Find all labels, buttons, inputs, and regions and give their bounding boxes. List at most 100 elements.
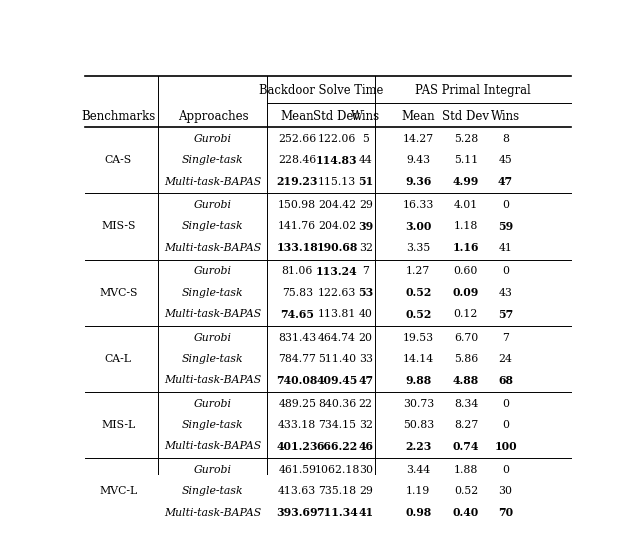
Text: Gurobi: Gurobi: [194, 134, 232, 144]
Text: 464.74: 464.74: [318, 333, 356, 342]
Text: 41: 41: [358, 507, 373, 518]
Text: 47: 47: [358, 375, 373, 386]
Text: 8: 8: [502, 134, 509, 144]
Text: 0: 0: [502, 200, 509, 210]
Text: 44: 44: [359, 155, 372, 166]
Text: 16.33: 16.33: [403, 200, 434, 210]
Text: 122.63: 122.63: [317, 288, 356, 297]
Text: Gurobi: Gurobi: [194, 200, 232, 210]
Text: 113.24: 113.24: [316, 266, 358, 277]
Text: 68: 68: [498, 375, 513, 386]
Text: 6.70: 6.70: [454, 333, 478, 342]
Text: 75.83: 75.83: [282, 288, 313, 297]
Text: Approaches: Approaches: [178, 110, 248, 123]
Text: Mean: Mean: [280, 110, 314, 123]
Text: 831.43: 831.43: [278, 333, 316, 342]
Text: Backdoor Solve Time: Backdoor Solve Time: [259, 84, 383, 97]
Text: 32: 32: [358, 420, 372, 430]
Text: 204.02: 204.02: [318, 222, 356, 232]
Text: Single-task: Single-task: [182, 420, 244, 430]
Text: 2.23: 2.23: [405, 441, 431, 452]
Text: 1.19: 1.19: [406, 486, 430, 496]
Text: 0.09: 0.09: [452, 287, 479, 298]
Text: 29: 29: [359, 200, 372, 210]
Text: 47: 47: [498, 176, 513, 187]
Text: Multi-task-BAPAS: Multi-task-BAPAS: [164, 243, 262, 253]
Text: 0.98: 0.98: [405, 507, 431, 518]
Text: 0.52: 0.52: [405, 287, 431, 298]
Text: 219.23: 219.23: [276, 176, 318, 187]
Text: MIS-S: MIS-S: [101, 222, 136, 232]
Text: Multi-task-BAPAS: Multi-task-BAPAS: [164, 508, 262, 517]
Text: 0: 0: [502, 399, 509, 409]
Text: 14.27: 14.27: [403, 134, 434, 144]
Text: 141.76: 141.76: [278, 222, 316, 232]
Text: 4.88: 4.88: [452, 375, 479, 386]
Text: Multi-task-BAPAS: Multi-task-BAPAS: [164, 309, 262, 319]
Text: 3.35: 3.35: [406, 243, 430, 253]
Text: 20: 20: [358, 333, 372, 342]
Text: 0.74: 0.74: [452, 441, 479, 452]
Text: 0: 0: [502, 420, 509, 430]
Text: Single-task: Single-task: [182, 222, 244, 232]
Text: 81.06: 81.06: [282, 266, 313, 276]
Text: Single-task: Single-task: [182, 486, 244, 496]
Text: 30: 30: [358, 465, 372, 475]
Text: 113.81: 113.81: [317, 309, 356, 319]
Text: 5.11: 5.11: [454, 155, 478, 166]
Text: 8.27: 8.27: [454, 420, 478, 430]
Text: 1.16: 1.16: [452, 242, 479, 253]
Text: 735.18: 735.18: [318, 486, 356, 496]
Text: 740.08: 740.08: [276, 375, 318, 386]
Text: 7: 7: [362, 266, 369, 276]
Text: Std Dev: Std Dev: [442, 110, 490, 123]
Text: Multi-task-BAPAS: Multi-task-BAPAS: [164, 375, 262, 385]
Text: 0.52: 0.52: [454, 486, 478, 496]
Text: 0.40: 0.40: [452, 507, 479, 518]
Text: Gurobi: Gurobi: [194, 465, 232, 475]
Text: 3.44: 3.44: [406, 465, 430, 475]
Text: Gurobi: Gurobi: [194, 333, 232, 342]
Text: Wins: Wins: [351, 110, 380, 123]
Text: MIS-L: MIS-L: [101, 420, 135, 430]
Text: Wins: Wins: [491, 110, 520, 123]
Text: 115.13: 115.13: [318, 177, 356, 187]
Text: 7: 7: [502, 333, 509, 342]
Text: 0.60: 0.60: [454, 266, 478, 276]
Text: 409.45: 409.45: [316, 375, 358, 386]
Text: 51: 51: [358, 176, 373, 187]
Text: 19.53: 19.53: [403, 333, 434, 342]
Text: 0.52: 0.52: [405, 309, 431, 319]
Text: Single-task: Single-task: [182, 288, 244, 297]
Text: Gurobi: Gurobi: [194, 266, 232, 276]
Text: 190.68: 190.68: [316, 242, 358, 253]
Text: 9.36: 9.36: [405, 176, 431, 187]
Text: 122.06: 122.06: [317, 134, 356, 144]
Text: 9.43: 9.43: [406, 155, 430, 166]
Text: 5: 5: [362, 134, 369, 144]
Text: 57: 57: [498, 309, 513, 319]
Text: 59: 59: [498, 221, 513, 232]
Text: 14.14: 14.14: [403, 354, 434, 364]
Text: 22: 22: [358, 399, 372, 409]
Text: 511.40: 511.40: [318, 354, 356, 364]
Text: Std Dev: Std Dev: [314, 110, 360, 123]
Text: 840.36: 840.36: [318, 399, 356, 409]
Text: 40: 40: [359, 309, 372, 319]
Text: 70: 70: [498, 507, 513, 518]
Text: 150.98: 150.98: [278, 200, 316, 210]
Text: 100: 100: [494, 441, 517, 452]
Text: 1.88: 1.88: [454, 465, 478, 475]
Text: Benchmarks: Benchmarks: [81, 110, 156, 123]
Text: 401.23: 401.23: [276, 441, 318, 452]
Text: 1.27: 1.27: [406, 266, 430, 276]
Text: 1.18: 1.18: [454, 222, 478, 232]
Text: Single-task: Single-task: [182, 354, 244, 364]
Text: 9.88: 9.88: [405, 375, 431, 386]
Text: 252.66: 252.66: [278, 134, 316, 144]
Text: Mean: Mean: [401, 110, 435, 123]
Text: 784.77: 784.77: [278, 354, 316, 364]
Text: 46: 46: [358, 441, 373, 452]
Text: 0: 0: [502, 266, 509, 276]
Text: 393.69: 393.69: [276, 507, 318, 518]
